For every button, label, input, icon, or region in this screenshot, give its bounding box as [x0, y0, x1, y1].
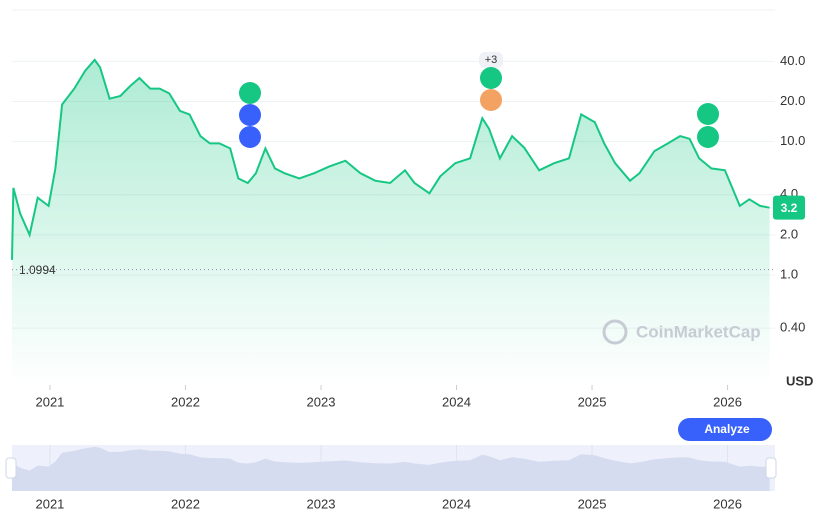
nav-handle[interactable]: [5, 457, 17, 479]
line: [11, 58, 770, 260]
nav-tick-label: 2021: [35, 496, 64, 511]
nav-tick-label: 2024: [442, 496, 471, 511]
x-tick-label: 2021: [35, 394, 64, 409]
event-count-bg: [479, 52, 503, 68]
x-tick-label: 2023: [307, 394, 336, 409]
x-tick-label: 2022: [171, 394, 200, 409]
event-news[interactable]: [480, 67, 502, 89]
current-price-label: 3.2: [781, 201, 798, 215]
x-tick-label: 2025: [578, 394, 607, 409]
analyze-button[interactable]: [678, 418, 772, 441]
plot: [11, 58, 775, 390]
y-tick-label: 40.0: [780, 53, 805, 68]
nav-tick-label: 2026: [713, 496, 742, 511]
nav-area: [12, 446, 770, 491]
current-price-badge: [773, 195, 805, 220]
nav-tick-label: 2022: [171, 496, 200, 511]
event-count[interactable]: +3: [485, 54, 498, 66]
nav-tick-label: 2025: [578, 496, 607, 511]
event-news[interactable]: [697, 103, 719, 125]
x-tick-label: 2026: [713, 394, 742, 409]
x-tick-label: 2024: [442, 394, 471, 409]
events: +3: [239, 52, 719, 148]
y-tick-label: 1.0: [780, 267, 798, 282]
y-tick-label: 10.0: [780, 133, 805, 148]
watermark-logo: [602, 319, 628, 345]
min-label: 1.0994: [19, 263, 56, 277]
event-news[interactable]: [697, 126, 719, 148]
analyze-label[interactable]: Analyze: [704, 422, 750, 436]
nav-handle[interactable]: [765, 457, 777, 479]
navigator-plot: [12, 445, 770, 491]
event-flag[interactable]: [239, 104, 261, 126]
event-flag[interactable]: [239, 126, 261, 148]
watermark: CoinMarketCap: [636, 322, 761, 341]
y-tick-label: 20.0: [780, 93, 805, 108]
event-news[interactable]: [239, 82, 261, 104]
area: [12, 59, 770, 386]
y-tick-label: 2.0: [780, 226, 798, 241]
event-info[interactable]: [480, 89, 502, 111]
nav-tick-label: 2023: [307, 496, 336, 511]
y-axis-label: USD: [786, 373, 813, 388]
y-tick-label: 0.40: [780, 320, 805, 335]
